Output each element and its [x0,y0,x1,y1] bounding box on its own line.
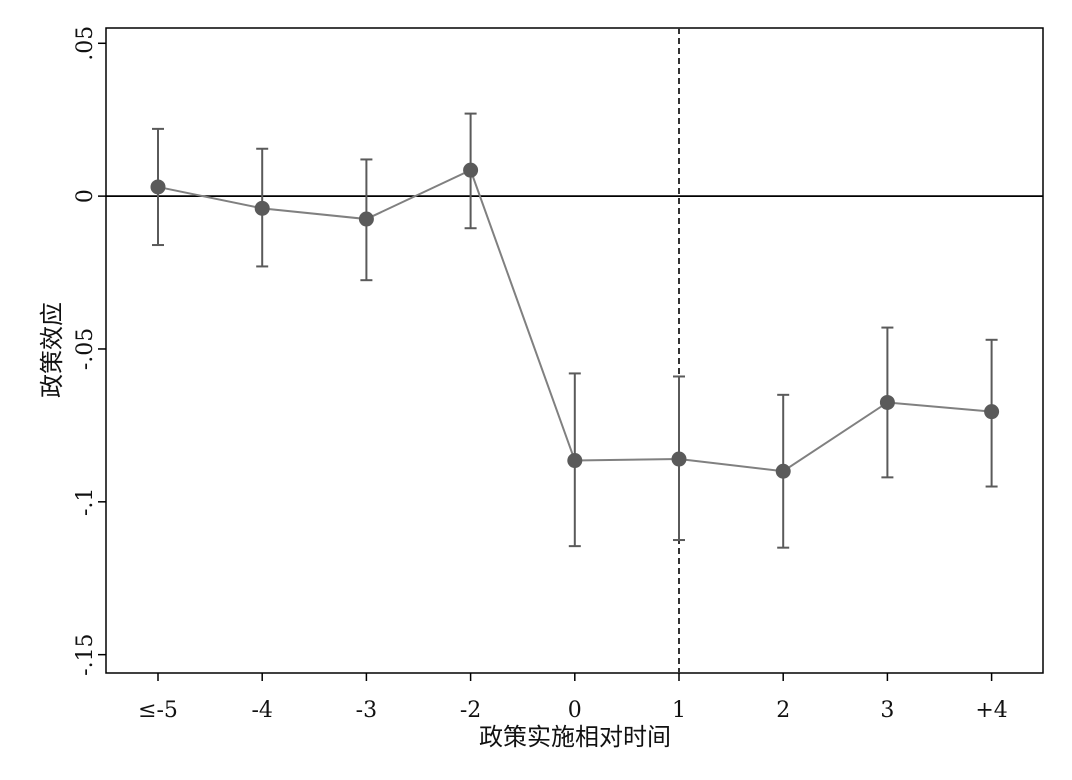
estimate-point [775,463,791,479]
x-tick-label: 1 [672,698,686,723]
estimate-point [254,200,270,216]
x-axis-title: 政策实施相对时间 [479,723,671,751]
x-tick-label: -4 [251,698,272,723]
y-tick-label: .05 [73,26,98,61]
x-tick-label: 0 [568,698,582,723]
estimate-point [984,404,1000,420]
x-tick-label: -2 [460,698,481,723]
y-tick-label: -.05 [73,328,98,370]
x-tick-label: ≤-5 [138,698,178,723]
y-axis-title: 政策效应 [38,302,66,398]
y-tick-label: 0 [73,189,98,203]
plot-frame [105,27,1044,674]
y-tick-label: -.15 [73,633,98,675]
estimate-point [358,211,374,227]
estimate-point [671,451,687,467]
estimate-point [463,162,479,178]
x-tick-label: 2 [776,698,790,723]
estimate-point [567,453,583,469]
x-tick-label: 3 [880,698,894,723]
estimate-point [150,179,166,195]
estimate-point [879,394,895,410]
y-tick-label: -.1 [73,488,98,516]
x-tick-label: -3 [356,698,377,723]
x-tick-label: +4 [975,698,1007,723]
